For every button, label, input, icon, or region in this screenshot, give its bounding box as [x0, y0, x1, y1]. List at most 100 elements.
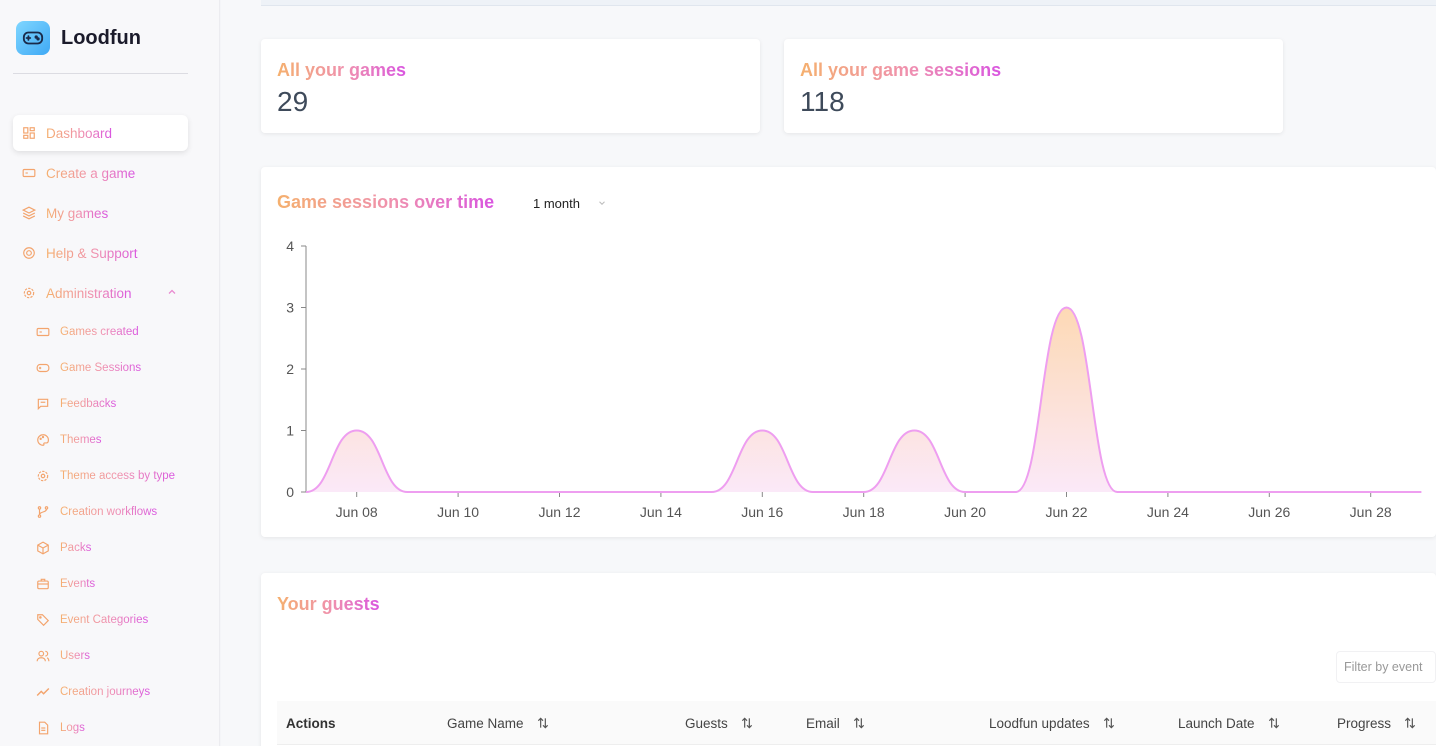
- sidebar-item-theme-access[interactable]: Theme access by type: [36, 458, 206, 494]
- admin-subnav: Games created Game Sessions Feedbacks Th…: [36, 314, 206, 746]
- ticket-icon: [36, 325, 50, 339]
- series-line: [305, 306, 1422, 493]
- range-select[interactable]: 1 month: [523, 189, 619, 217]
- gamepad-icon: [36, 361, 50, 375]
- sidebar-item-create-game[interactable]: Create a game: [13, 155, 188, 191]
- gear-icon: [22, 286, 36, 300]
- y-tick-label: 4: [286, 238, 294, 254]
- range-select-value: 1 month: [533, 195, 580, 211]
- sidebar-item-events[interactable]: Events: [36, 566, 206, 602]
- stat-value: 118: [800, 86, 845, 117]
- sidebar-item-game-sessions[interactable]: Game Sessions: [36, 350, 206, 386]
- users-icon: [36, 649, 50, 663]
- sort-icon[interactable]: [1403, 716, 1417, 730]
- sidebar-item-label: Administration: [46, 285, 132, 301]
- series-area: [306, 307, 1422, 492]
- layers-icon: [22, 206, 36, 220]
- sidebar-item-users[interactable]: Users: [36, 638, 206, 674]
- sort-icon[interactable]: [1102, 716, 1116, 730]
- stat-card-sessions: All your game sessions 118: [784, 39, 1283, 133]
- filter-by-event-input[interactable]: Filter by event: [1336, 651, 1436, 683]
- sort-icon[interactable]: [852, 716, 866, 730]
- briefcase-icon: [36, 577, 50, 591]
- sidebar-item-themes[interactable]: Themes: [36, 422, 206, 458]
- main-nav: Dashboard Create a game My games Help & …: [13, 115, 188, 315]
- sidebar-item-creation-workflows[interactable]: Creation workflows: [36, 494, 206, 530]
- sidebar-item-my-games[interactable]: My games: [13, 195, 188, 231]
- sidebar-item-label: My games: [46, 205, 109, 221]
- sidebar-item-event-categories[interactable]: Event Categories: [36, 602, 206, 638]
- chevron-down-icon: [599, 201, 605, 205]
- divider: [13, 73, 188, 74]
- x-tick-label: Jun 28: [1350, 504, 1392, 520]
- main-content: All your games 29 All your game sessions…: [221, 0, 1436, 746]
- x-tick-label: Jun 12: [538, 504, 580, 520]
- box-icon: [36, 541, 50, 555]
- sort-icon[interactable]: [1267, 716, 1281, 730]
- palette-icon: [36, 433, 50, 447]
- file-icon: [36, 721, 50, 735]
- chevron-up-icon: [168, 289, 176, 294]
- lifebuoy-icon: [22, 246, 36, 260]
- guests-title: Your guests: [277, 594, 380, 614]
- x-tick-label: Jun 22: [1045, 504, 1087, 520]
- column-header-guests[interactable]: Guests: [685, 701, 754, 745]
- sidebar-item-label: Creation workflows: [60, 506, 158, 518]
- sidebar-item-games-created[interactable]: Games created: [36, 314, 206, 350]
- sidebar-item-label: Event Categories: [60, 614, 149, 626]
- filter-placeholder: Filter by event: [1344, 660, 1423, 674]
- sidebar-item-label: Dashboard: [46, 125, 113, 141]
- sort-icon[interactable]: [536, 716, 550, 730]
- y-tick-label: 1: [286, 423, 294, 439]
- x-tick-label: Jun 20: [944, 504, 986, 520]
- sidebar-item-label: Create a game: [46, 165, 136, 181]
- sidebar-item-packs[interactable]: Packs: [36, 530, 206, 566]
- sidebar-item-label: Themes: [60, 434, 102, 446]
- app-name: Loodfun: [61, 26, 141, 49]
- sidebar-item-label: Users: [60, 650, 91, 662]
- trend-icon: [36, 685, 50, 699]
- guests-table-header: Actions Game Name Guests Email Loodfun u…: [277, 701, 1436, 745]
- x-tick-label: Jun 16: [741, 504, 783, 520]
- y-tick-label: 3: [286, 300, 294, 316]
- x-tick-label: Jun 18: [843, 504, 885, 520]
- sidebar-item-label: Creation journeys: [60, 686, 151, 698]
- sidebar-item-label: Logs: [60, 722, 85, 734]
- dashboard-icon: [22, 126, 36, 140]
- stat-title: All your games: [277, 60, 407, 80]
- sidebar-item-label: Feedbacks: [60, 398, 117, 410]
- chart-title: Game sessions over time: [277, 192, 495, 212]
- workflow-icon: [36, 505, 50, 519]
- gamepad-logo-icon: [16, 21, 50, 55]
- sidebar-item-feedbacks[interactable]: Feedbacks: [36, 386, 206, 422]
- sidebar-item-logs[interactable]: Logs: [36, 710, 206, 746]
- column-header-game-name[interactable]: Game Name: [447, 701, 550, 745]
- column-header-launch-date[interactable]: Launch Date: [1178, 701, 1281, 745]
- guests-card: Your guests Filter by event Actions Game…: [261, 573, 1436, 746]
- column-header-actions: Actions: [286, 715, 336, 731]
- sidebar-item-label: Theme access by type: [60, 470, 176, 482]
- message-icon: [36, 397, 50, 411]
- sidebar-item-dashboard[interactable]: Dashboard: [13, 115, 188, 151]
- x-tick-label: Jun 10: [437, 504, 479, 520]
- stat-title: All your game sessions: [800, 60, 1002, 80]
- y-tick-label: 2: [286, 361, 294, 377]
- sidebar: Loodfun Dashboard Create a game My games…: [0, 0, 220, 746]
- sidebar-item-administration[interactable]: Administration: [13, 275, 188, 311]
- sidebar-item-creation-journeys[interactable]: Creation journeys: [36, 674, 206, 710]
- column-header-loodfun-updates[interactable]: Loodfun updates: [989, 701, 1116, 745]
- brand[interactable]: Loodfun: [16, 21, 141, 55]
- x-tick-label: Jun 26: [1248, 504, 1290, 520]
- y-tick-label: 0: [286, 484, 294, 500]
- sidebar-item-label: Help & Support: [46, 245, 138, 261]
- column-header-progress[interactable]: Progress: [1337, 701, 1417, 745]
- x-tick-label: Jun 08: [336, 504, 378, 520]
- x-tick-label: Jun 24: [1147, 504, 1189, 520]
- ticket-icon: [22, 166, 36, 180]
- column-header-email[interactable]: Email: [806, 701, 866, 745]
- sidebar-item-label: Game Sessions: [60, 362, 142, 374]
- stat-card-games: All your games 29: [261, 39, 760, 133]
- sidebar-item-label: Events: [60, 578, 96, 590]
- sidebar-item-help-support[interactable]: Help & Support: [13, 235, 188, 271]
- sort-icon[interactable]: [740, 716, 754, 730]
